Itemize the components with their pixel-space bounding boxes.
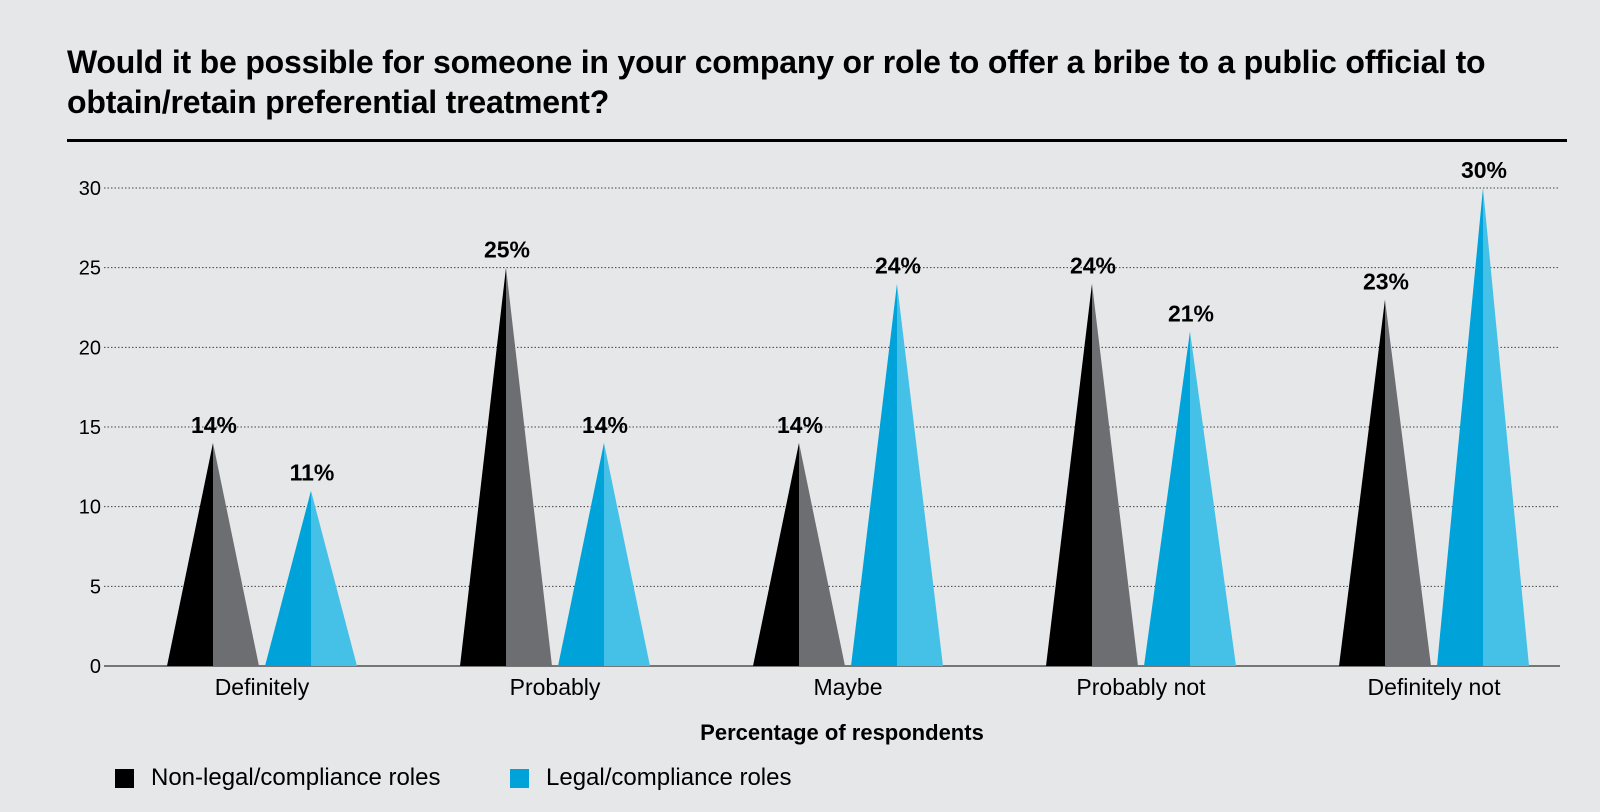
legend-item-legal: Legal/compliance roles [510, 764, 791, 792]
legend-label-non-legal: Non-legal/compliance roles [151, 764, 441, 791]
data-label: 24% [1070, 253, 1116, 279]
y-tick-label: 5 [90, 576, 101, 598]
y-tick-label: 0 [90, 656, 101, 678]
bar-spike-right [1483, 188, 1529, 666]
bar-spike-left [460, 267, 506, 666]
bar-spike-right [604, 442, 650, 666]
category-label: Maybe [813, 674, 882, 700]
bar-spike-left [265, 490, 311, 666]
bar-spike-left [1144, 331, 1190, 666]
data-label: 30% [1461, 157, 1507, 183]
bar-spike-right [213, 442, 259, 666]
chart-title: Would it be possible for someone in your… [67, 44, 1486, 120]
bar-spike-left [1437, 188, 1483, 666]
bar-spike-right [897, 283, 943, 666]
category-label: Probably [510, 674, 601, 700]
y-tick-label: 30 [79, 178, 101, 200]
y-tick-label: 25 [79, 258, 101, 280]
legend-swatch-non-legal [115, 768, 134, 788]
bar-spike-left [1339, 299, 1385, 666]
bar-spike-right [311, 490, 357, 666]
bar-spike-left [851, 283, 897, 666]
category-label: Definitely [215, 674, 310, 700]
data-label: 23% [1363, 269, 1409, 295]
y-tick-label: 20 [79, 337, 101, 359]
bar-spike-right [799, 442, 845, 666]
bar-spike-right [1385, 299, 1431, 666]
bar-spike-left [558, 442, 604, 666]
data-label: 24% [875, 253, 921, 279]
legend-item-non-legal: Non-legal/compliance roles [115, 764, 440, 792]
bar-spike-right [1092, 283, 1138, 666]
data-label: 14% [191, 412, 237, 438]
category-label: Probably not [1076, 674, 1206, 700]
x-axis-title: Percentage of respondents [700, 720, 984, 745]
data-label: 21% [1168, 300, 1214, 326]
data-label: 25% [484, 237, 530, 263]
bar-spike-right [1190, 331, 1236, 666]
legend-label-legal: Legal/compliance roles [546, 764, 792, 791]
data-label: 11% [290, 460, 335, 486]
title-divider [67, 139, 1567, 142]
legend-swatch-legal [510, 768, 529, 788]
bar-spike-left [1046, 283, 1092, 666]
bar-spike-left [753, 442, 799, 666]
bar-spike-right [506, 267, 552, 666]
y-tick-label: 15 [79, 417, 101, 439]
bar-spike-left [167, 442, 213, 666]
y-tick-label: 10 [79, 497, 101, 519]
data-label: 14% [777, 412, 823, 438]
category-label: Definitely not [1368, 674, 1502, 700]
data-label: 14% [582, 412, 628, 438]
